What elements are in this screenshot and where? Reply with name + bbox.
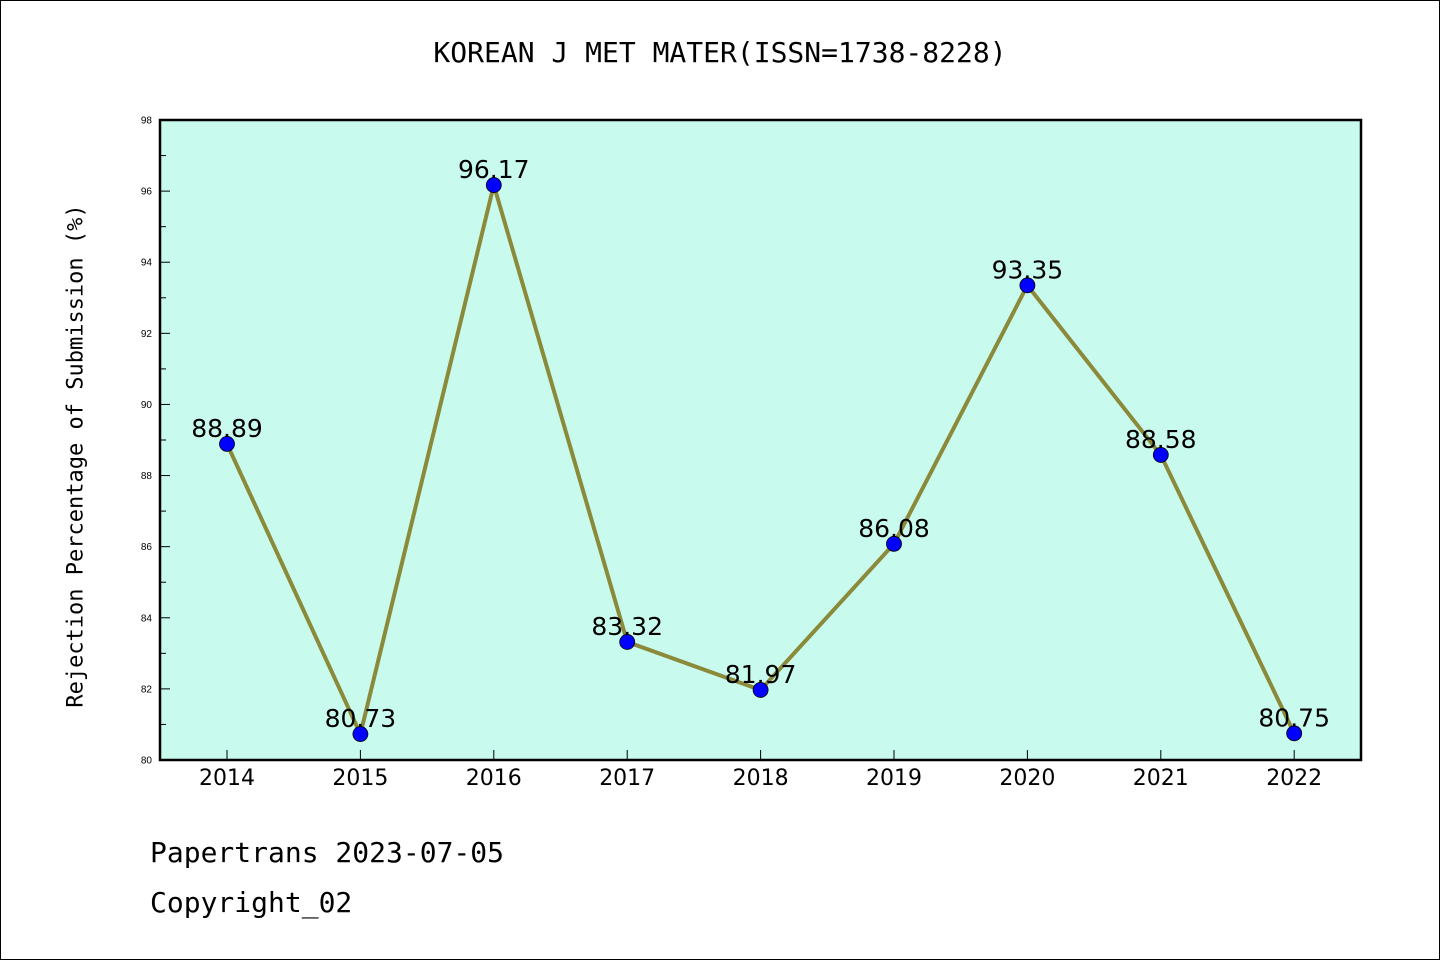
x-axis: 2014 2015 2016 2017 2018 2019 2020 2021 2022 [199,750,1322,791]
data-point [886,535,902,552]
data-point [352,726,369,742]
data-point [219,436,235,452]
data-label: 88.58 [1125,425,1197,454]
y-tick-label: 82 [141,684,153,695]
data-label: 80.73 [325,704,397,733]
x-tick-label: 2014 [199,766,255,791]
chart-title: KOREAN J MET MATER(ISSN=1738-8228) [433,36,1007,69]
y-tick-label: 88 [141,471,153,482]
y-tick-label: 98 [141,116,153,127]
data-label: 83.32 [591,612,663,641]
x-tick-label: 2022 [1266,766,1322,791]
y-tick-label: 92 [141,329,153,340]
footer-source: Papertrans 2023-07-05 [150,836,505,869]
data-label: 86.08 [858,514,930,543]
data-label: 80.75 [1258,703,1330,732]
y-tick-label: 90 [141,400,153,411]
y-tick-label: 96 [141,187,153,198]
data-point [485,177,502,193]
x-tick-label: 2016 [466,766,522,791]
x-tick-label: 2019 [866,766,922,791]
data-label: 81.97 [725,660,797,689]
y-tick-label: 94 [141,258,153,269]
data-label: 96.17 [458,155,530,184]
y-tick-label: 80 [141,756,153,767]
x-tick-label: 2017 [599,766,655,791]
x-tick-label: 2015 [332,766,388,791]
data-label: 93.35 [992,255,1064,284]
plot-area [160,120,1361,760]
footer-copyright: Copyright_02 [150,886,353,919]
data-point [1019,277,1036,294]
plot-border [158,118,1363,762]
data-point [752,682,769,698]
x-tick-label: 2021 [1133,766,1189,791]
x-tick-label: 2020 [999,766,1055,791]
x-tick-label: 2018 [733,766,789,791]
data-labels: 88.89 80.73 96.17 83.32 81.97 86.08 93.35 88.58… [191,155,1330,733]
data-point [619,634,636,650]
y-tick-label: 84 [141,613,153,624]
data-point [1152,447,1169,463]
data-label: 88.89 [191,414,263,443]
y-tick-label: 86 [141,542,153,553]
data-point [1286,725,1303,742]
data-markers [219,177,1303,742]
